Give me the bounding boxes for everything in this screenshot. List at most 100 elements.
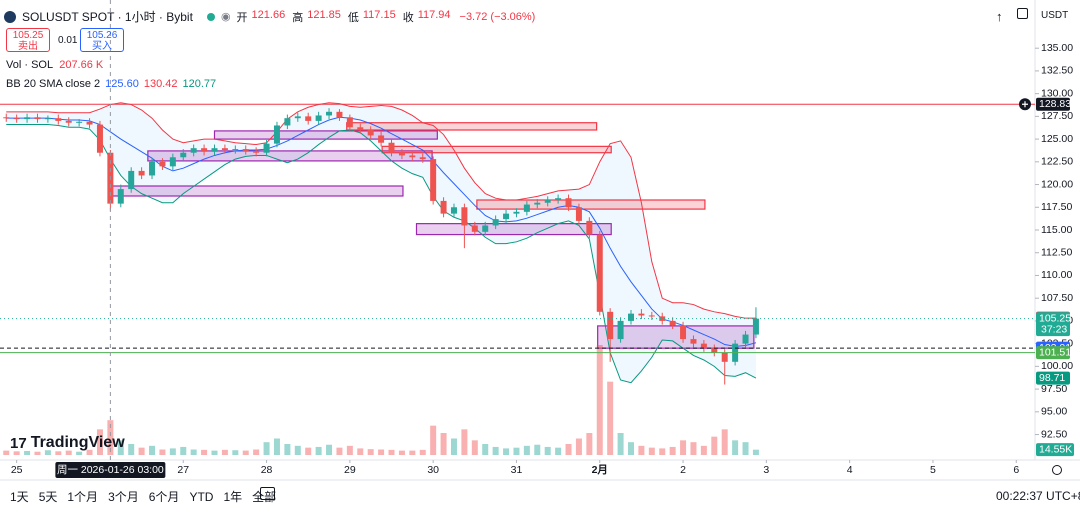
candle-body	[336, 111, 343, 118]
range-button[interactable]: YTD	[189, 490, 214, 504]
volume-bar	[211, 450, 218, 455]
candle-body	[13, 118, 20, 120]
candle-body	[96, 124, 103, 153]
spread: 0.01	[58, 35, 78, 46]
date-range-icon[interactable]	[260, 487, 275, 500]
brand-logo: 17	[10, 434, 27, 452]
candle-body	[752, 318, 759, 335]
candle-body	[721, 352, 728, 362]
countdown: 37:23	[1041, 323, 1067, 335]
volume-bar	[346, 445, 353, 455]
range-button[interactable]: 1年	[223, 490, 243, 504]
y-tick-label: 125.00	[1041, 133, 1073, 145]
volume-bar	[575, 438, 582, 455]
sell-button[interactable]: 105.25 卖出	[6, 28, 50, 52]
sell-label: 卖出	[18, 41, 38, 52]
y-tick-label: 127.50	[1041, 110, 1073, 122]
share-icon[interactable]: ↑	[996, 9, 1003, 24]
volume-bar	[128, 444, 135, 455]
volume-bar	[242, 450, 249, 455]
clock: 00:22:37 UTC+8	[996, 489, 1080, 503]
volume-bar	[523, 445, 530, 455]
range-button[interactable]: 1天	[10, 490, 29, 504]
volume-bar	[503, 448, 510, 455]
fullscreen-icon[interactable]	[1017, 8, 1028, 19]
settings-icon[interactable]	[1052, 465, 1062, 475]
buy-label: 买入	[92, 41, 112, 52]
candle-body	[596, 234, 603, 312]
x-tick-label: 25	[11, 464, 23, 476]
range-button[interactable]: 5天	[38, 490, 58, 504]
ohlc-name: 高	[292, 11, 304, 24]
candle-body	[169, 157, 176, 167]
ohlc-value: 117.94	[417, 8, 451, 21]
candle-body	[3, 117, 10, 119]
y-tick-label: 97.50	[1041, 383, 1067, 395]
candle-body	[534, 202, 541, 205]
volume-value: 207.66 K	[59, 59, 104, 71]
volume-bar	[555, 447, 562, 455]
volume-bar	[169, 448, 176, 455]
price-badge-label: 98.71	[1039, 372, 1065, 384]
ohlc-name: 低	[347, 11, 359, 24]
volume-bar	[149, 445, 156, 455]
x-tick-label: 6	[1013, 464, 1019, 476]
range-button[interactable]: 3个月	[108, 490, 139, 504]
y-tick-label: 117.50	[1041, 201, 1072, 213]
eye-icon[interactable]: ◉	[220, 11, 231, 23]
volume-bar	[180, 446, 187, 455]
x-tick-label: 2	[680, 464, 686, 476]
buy-button[interactable]: 105.26 买入	[80, 28, 124, 52]
candle-body	[388, 142, 395, 153]
volume-bar	[409, 450, 416, 455]
candle-body	[513, 211, 520, 214]
candle-body	[201, 148, 208, 152]
candle-body	[55, 118, 62, 121]
volume-bar	[482, 444, 489, 455]
volume-bar	[138, 447, 145, 455]
volume-bar	[513, 447, 520, 455]
range-button[interactable]: 全部	[252, 490, 277, 504]
volume-bar	[65, 450, 72, 455]
candle-body	[117, 189, 124, 204]
x-tick-label: 2月	[592, 464, 608, 476]
price-badge	[1036, 371, 1070, 385]
candle-body	[305, 116, 312, 121]
candle-body	[409, 155, 416, 158]
volume-bar	[221, 449, 228, 455]
volume-bar	[13, 451, 20, 455]
candle-body	[503, 213, 510, 220]
volume-bar	[326, 444, 333, 455]
candle-body	[586, 220, 593, 235]
brand: 17 TradingView	[10, 434, 125, 452]
volume-bar	[627, 442, 634, 455]
candle-body	[346, 117, 353, 128]
candle-body	[34, 117, 41, 120]
candle-body	[565, 198, 572, 208]
ohlc: 开 121.66 高 121.85 低 117.15 收 117.94	[237, 9, 454, 25]
range-button[interactable]: 1个月	[67, 490, 99, 504]
candle-body	[378, 135, 385, 143]
candle-body	[419, 157, 426, 160]
candle-body	[159, 161, 166, 167]
volume-bar	[159, 449, 166, 455]
volume-bar	[492, 446, 499, 455]
range-button[interactable]: 6个月	[148, 490, 180, 504]
symbol[interactable]: SOLUSDT SPOT · 1小时 · Bybit	[22, 10, 193, 24]
volume-bar	[752, 449, 759, 455]
candle-body	[607, 311, 614, 340]
candle-body	[263, 143, 270, 153]
y-tick-label: 110.00	[1041, 269, 1072, 281]
y-tick-label: 130.00	[1041, 87, 1073, 99]
candle-body	[450, 207, 457, 214]
currency[interactable]: USDT	[1041, 10, 1069, 21]
zone	[381, 145, 612, 154]
y-tick-label: 132.50	[1041, 65, 1073, 77]
candle-body	[232, 149, 239, 151]
candle-body	[648, 315, 655, 317]
volume-bar	[565, 444, 572, 455]
candle-body	[367, 130, 374, 136]
volume-bar	[34, 451, 41, 455]
